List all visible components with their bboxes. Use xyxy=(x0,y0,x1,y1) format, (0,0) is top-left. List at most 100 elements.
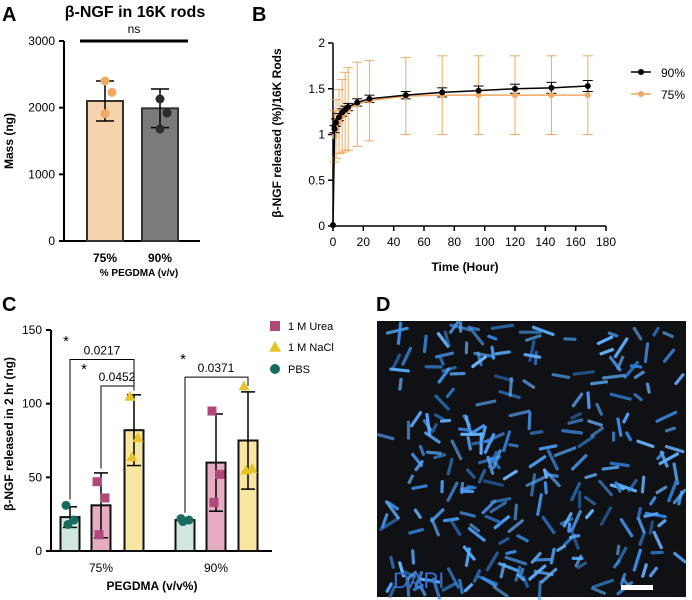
b-data-point xyxy=(512,92,518,99)
micrograph-rod xyxy=(467,325,480,332)
micrograph-rod xyxy=(424,431,441,444)
b-data-point xyxy=(333,119,340,126)
c-x-tick-label: 90% xyxy=(204,561,228,575)
b-data-point xyxy=(475,87,482,94)
c-y-tick-label: 50 xyxy=(29,470,43,484)
c-data-point xyxy=(209,497,219,507)
micrograph-rod xyxy=(507,519,524,534)
c-legend-label: 1 M Urea xyxy=(288,321,334,333)
micrograph-rod xyxy=(508,409,531,418)
micrograph-rod xyxy=(489,501,508,514)
micrograph-rod xyxy=(440,479,444,494)
micrograph-rod xyxy=(544,470,561,488)
c-significance-star: * xyxy=(63,333,69,350)
micrograph-rod xyxy=(633,370,645,380)
micrograph-rod xyxy=(459,511,476,518)
micrograph-rod xyxy=(460,432,485,436)
c-legend-label: PBS xyxy=(288,364,310,376)
b-x-tick-label: 120 xyxy=(505,235,525,249)
a-data-point xyxy=(107,87,117,97)
micrograph-rod xyxy=(567,418,584,425)
micrograph-rod xyxy=(650,550,664,555)
micrograph-rod xyxy=(469,523,481,533)
micrograph-rod xyxy=(396,321,403,345)
micrograph-rod xyxy=(385,326,409,335)
micrograph-rod xyxy=(632,548,642,572)
micrograph-rod xyxy=(599,506,613,526)
b-y-tick-label: 1.5 xyxy=(308,82,325,96)
micrograph-rod xyxy=(494,374,514,383)
micrograph-rod xyxy=(431,577,441,600)
c-significance-bracket xyxy=(69,358,135,500)
micrograph-rod xyxy=(471,438,494,446)
micrograph-rod xyxy=(389,555,395,569)
micrograph-rod xyxy=(516,534,529,543)
micrograph-rod xyxy=(562,512,573,528)
micrograph-rod xyxy=(490,497,512,504)
micrograph-rod xyxy=(587,419,603,427)
micrograph-rod xyxy=(424,365,443,369)
micrograph-rod xyxy=(413,508,422,519)
micrograph-rod xyxy=(672,462,680,485)
micrograph-rod xyxy=(531,325,555,337)
micrograph-rod xyxy=(406,570,417,580)
micrograph-rod xyxy=(570,454,588,471)
micrograph-rod xyxy=(641,563,648,578)
micrograph-rod xyxy=(667,479,679,503)
a-data-point xyxy=(100,76,110,86)
c-data-point xyxy=(132,432,144,442)
panel-label-b: B xyxy=(252,4,266,26)
micrograph-rod xyxy=(465,468,476,479)
micrograph-rod xyxy=(648,566,659,578)
micrograph-rod xyxy=(528,455,547,469)
c-legend-marker xyxy=(269,341,281,352)
micrograph-rod xyxy=(648,520,655,535)
b-series-line-90% xyxy=(332,85,588,226)
micrograph-rod xyxy=(633,392,643,402)
micrograph-rod xyxy=(471,355,488,369)
c-data-point xyxy=(207,406,217,416)
micrograph-rod xyxy=(508,376,514,397)
micrograph-rod xyxy=(586,391,591,409)
b-legend-marker xyxy=(638,69,644,75)
micrograph-rod xyxy=(407,474,415,485)
micrograph-rod xyxy=(477,575,499,586)
micrograph-rod xyxy=(508,443,519,448)
b-y-tick-label: 0 xyxy=(318,219,325,233)
micrograph-rod xyxy=(406,578,411,597)
micrograph-rod xyxy=(613,337,629,359)
micrograph-rod xyxy=(530,473,537,497)
b-data-point xyxy=(330,222,336,229)
c-data-point xyxy=(124,390,136,401)
micrograph-rod xyxy=(464,547,471,567)
b-data-point xyxy=(366,95,373,102)
micrograph-rod xyxy=(464,341,469,355)
a-y-tick-label: 3000 xyxy=(28,34,55,48)
micrograph-rod xyxy=(502,430,512,453)
micrograph-rod xyxy=(430,508,445,523)
micrograph-rod xyxy=(443,330,451,347)
b-data-point xyxy=(512,85,518,92)
micrograph-rod xyxy=(433,453,446,460)
a-data-point xyxy=(100,109,110,119)
micrograph-rod xyxy=(529,430,544,435)
micrograph-rod xyxy=(441,365,457,373)
micrograph-rod xyxy=(386,501,400,511)
micrograph-rod xyxy=(636,506,642,520)
micrograph-rod xyxy=(467,526,486,542)
micrograph-rod xyxy=(422,419,433,432)
micrograph-rod xyxy=(673,551,687,564)
micrograph-rod xyxy=(658,452,680,466)
micrograph-rod xyxy=(643,512,659,518)
micrograph-rod xyxy=(622,412,630,424)
c-legend-label: 1 M NaCl xyxy=(288,342,334,354)
a-y-axis-label: Mass (ng) xyxy=(2,113,16,169)
micrograph-rod xyxy=(602,373,626,380)
micrograph-rod xyxy=(636,439,655,449)
micrograph-rod xyxy=(388,585,397,599)
micrograph-rod xyxy=(570,509,583,532)
micrograph-rod xyxy=(561,429,583,435)
micrograph-rod xyxy=(533,557,552,562)
micrograph-rod xyxy=(577,435,595,448)
c-significance-star: * xyxy=(180,351,186,368)
